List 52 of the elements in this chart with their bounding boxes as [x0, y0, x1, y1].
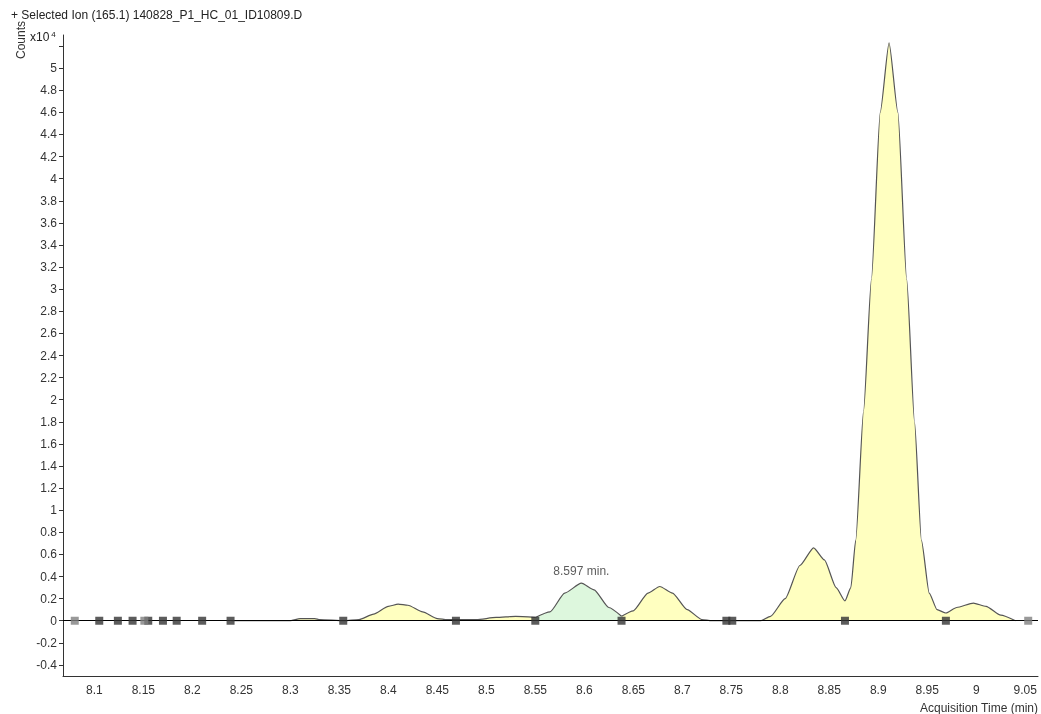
- x-tick-label: 8.15: [131, 683, 156, 697]
- y-tick-label: 4: [50, 171, 58, 186]
- x-tick-label: 8.75: [719, 683, 744, 697]
- y-tick-label: 2.8: [40, 304, 58, 319]
- x-tick-label: 8.1: [86, 683, 104, 697]
- x-tick-label: 8.85: [817, 683, 842, 697]
- x-tick-label: 8.2: [184, 683, 202, 697]
- y-axis-title: Counts: [14, 21, 28, 60]
- y-tick-label: 0.6: [40, 547, 58, 562]
- x-tick-label: 8.8: [771, 683, 789, 697]
- x-axis-title: Acquisition Time (min): [919, 701, 1038, 714]
- y-tick-label: 1.2: [40, 481, 58, 496]
- y-tick-label: 3: [50, 282, 58, 297]
- x-tick-label: 8.55: [523, 683, 548, 697]
- y-tick-label: 0.8: [40, 525, 58, 540]
- x-tick-label: 8.3: [281, 683, 299, 697]
- y-tick-label: 3.6: [40, 215, 58, 230]
- x-tick-label: 9: [972, 683, 980, 697]
- x-tick-label: 8.4: [379, 683, 397, 697]
- x-tick-label: 8.7: [673, 683, 691, 697]
- x-tick-label: 9.05: [1013, 683, 1038, 697]
- y-tick-label: 5: [50, 61, 58, 76]
- x-tick-label: 8.95: [915, 683, 940, 697]
- y-tick-label: 3.2: [40, 260, 58, 275]
- y-tick-label: 2.6: [40, 326, 58, 341]
- y-tick-label: 4.8: [40, 83, 58, 98]
- y-tick-label: 4.4: [40, 127, 58, 142]
- x-tick-label: 8.6: [575, 683, 593, 697]
- y-tick-label: 2.2: [40, 370, 58, 385]
- y-tick-label: 1.8: [40, 414, 58, 429]
- y-tick-label: 3.8: [40, 193, 58, 208]
- y-tick-label: 4.6: [40, 105, 58, 120]
- y-tick-label: 4.2: [40, 149, 58, 164]
- x-tick-label: 8.9: [869, 683, 887, 697]
- x-tick-label: 8.35: [327, 683, 352, 697]
- y-tick-label: -0.2: [36, 635, 58, 650]
- y-tick-label: -0.4: [36, 657, 58, 672]
- y-tick-label: 0: [50, 613, 58, 628]
- y-tick-label: 3.4: [40, 237, 58, 252]
- y-tick-label: 2.4: [40, 348, 58, 363]
- x-tick-label: 8.45: [425, 683, 450, 697]
- y-tick-label: 1.6: [40, 436, 58, 451]
- y-tick-label: 0.4: [40, 569, 58, 584]
- x-tick-label: 8.5: [477, 683, 495, 697]
- x-tick-label: 8.25: [229, 683, 254, 697]
- chart-title: + Selected Ion (165.1) 140828_P1_HC_01_ID10809.D: [11, 8, 303, 22]
- y-tick-label: 1: [50, 503, 58, 518]
- y-tick-label: 2: [50, 392, 58, 407]
- y-tick-label: 1.4: [40, 459, 58, 474]
- x-tick-label: 8.65: [621, 683, 646, 697]
- annotation: 8.597 min.: [553, 564, 610, 579]
- y-tick-label: 0.2: [40, 591, 58, 606]
